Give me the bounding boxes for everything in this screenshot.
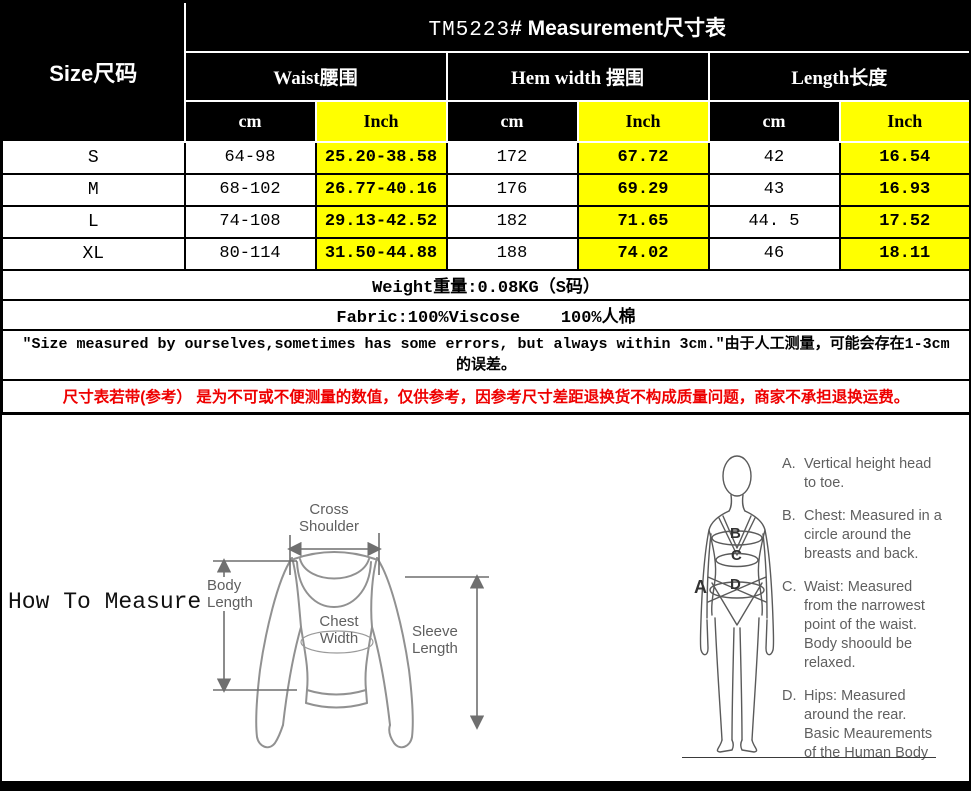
length-cm: 46 <box>707 236 841 271</box>
waist-inch: 26.77-40.16 <box>314 172 448 207</box>
annotation-a: A. Vertical height head to toe. <box>782 455 957 493</box>
annotation-b: B. Chest: Measured in a circle around th… <box>782 507 957 564</box>
figure-label-a: A <box>694 577 707 597</box>
figure-underline <box>682 757 936 758</box>
waist-cm: 80-114 <box>183 236 317 271</box>
hem-inch: 67.72 <box>576 140 710 175</box>
annotation-key: A. <box>782 456 796 472</box>
length-cm: 43 <box>707 172 841 207</box>
weight-note: Weight重量:0.08KG（S码） <box>0 268 971 301</box>
measurement-table: Size尺码 TM5223# Measurement尺寸表 Waist腰围 He… <box>0 0 971 415</box>
waist-cm: 64-98 <box>183 140 317 175</box>
size-label: S <box>0 140 186 175</box>
hem-cm: 176 <box>445 172 579 207</box>
length-group-header: Length长度 <box>707 50 971 102</box>
length-cm: 42 <box>707 140 841 175</box>
hem-cm: 182 <box>445 204 579 239</box>
table-title-row: Size尺码 TM5223# Measurement尺寸表 <box>0 0 971 143</box>
hem-inch: 69.29 <box>576 172 710 207</box>
unit-header-inch: Inch <box>576 99 710 143</box>
figure-label-c: C <box>731 547 742 564</box>
cross-shoulder-label: Cross Shoulder <box>282 501 376 535</box>
column-group-row: Waist腰围 Hem width 摆围 Length长度 <box>2 50 971 102</box>
figure-line-art <box>699 455 775 753</box>
annotation-text: Vertical height head to toe. <box>804 456 932 491</box>
size-label: M <box>0 172 186 207</box>
unit-header-inch: Inch <box>838 99 971 143</box>
length-cm: 44. 5 <box>707 204 841 239</box>
annotation-text: Hips: Measured around the rear. Basic Me… <box>804 688 933 761</box>
measure-error-row: ″Size measured by ourselves,sometimes ha… <box>0 328 971 381</box>
measure-annotations: A. Vertical height head to toe. B. Chest… <box>782 455 957 777</box>
figure-label-b: B <box>730 525 741 542</box>
size-label: L <box>0 204 186 239</box>
title-text: # Measurement尺寸表 <box>510 16 727 40</box>
model-number: TM5223 <box>428 18 511 42</box>
size-column-header: Size尺码 <box>0 0 186 143</box>
reference-disclaimer-row: 尺寸表若带(参考） 是为不可或不便测量的数值，仅供参考，因参考尺寸差距退换货不构… <box>0 378 971 415</box>
figure-label-d: D <box>730 576 741 593</box>
unit-header-cm: cm <box>183 99 317 143</box>
waist-inch: 29.13-42.52 <box>314 204 448 239</box>
waist-cm: 74-108 <box>183 204 317 239</box>
table-row-s: S 64-98 25.20-38.58 172 67.72 42 16.54 <box>0 140 971 175</box>
length-inch: 18.11 <box>838 236 971 271</box>
annotation-key: D. <box>782 688 797 704</box>
weight-row: Weight重量:0.08KG（S码） <box>0 268 971 301</box>
length-inch: 16.93 <box>838 172 971 207</box>
fabric-row: Fabric:100%Viscose 100%人棉 <box>0 298 971 331</box>
annotation-text: Waist: Measured from the narrowest point… <box>804 579 925 671</box>
length-inch: 17.52 <box>838 204 971 239</box>
unit-header-row: cm Inch cm Inch cm Inch <box>2 99 971 143</box>
hem-inch: 71.65 <box>576 204 710 239</box>
table-row-l: L 74-108 29.13-42.52 182 71.65 44. 5 17.… <box>0 204 971 239</box>
reference-disclaimer-note: 尺寸表若带(参考） 是为不可或不便测量的数值，仅供参考，因参考尺寸差距退换货不构… <box>0 378 971 415</box>
hem-inch: 74.02 <box>576 236 710 271</box>
annotation-d: D. Hips: Measured around the rear. Basic… <box>782 687 957 763</box>
measure-error-note: ″Size measured by ourselves,sometimes ha… <box>0 328 971 381</box>
unit-header-cm: cm <box>445 99 579 143</box>
body-figure-diagram: A B C D <box>690 450 785 760</box>
shirt-diagram: Cross Shoulder Body Length Chest Width S… <box>197 485 507 780</box>
waist-cm: 68-102 <box>183 172 317 207</box>
hem-width-group-header: Hem width 摆围 <box>445 50 710 102</box>
hem-cm: 172 <box>445 140 579 175</box>
fabric-note: Fabric:100%Viscose 100%人棉 <box>0 298 971 331</box>
annotation-c: C. Waist: Measured from the narrowest po… <box>782 578 957 673</box>
how-to-measure-section: How To Measure <box>0 415 971 781</box>
waist-inch: 31.50-44.88 <box>314 236 448 271</box>
table-row-xl: XL 80-114 31.50-44.88 188 74.02 46 18.11 <box>0 236 971 271</box>
length-inch: 16.54 <box>838 140 971 175</box>
table-row-m: M 68-102 26.77-40.16 176 69.29 43 16.93 <box>0 172 971 207</box>
hem-cm: 188 <box>445 236 579 271</box>
chest-width-label: Chest Width <box>319 613 359 647</box>
waist-group-header: Waist腰围 <box>183 50 448 102</box>
annotation-key: B. <box>782 508 796 524</box>
waist-inch: 25.20-38.58 <box>314 140 448 175</box>
sleeve-length-label: Sleeve Length <box>410 623 460 657</box>
bottom-border-bar <box>0 781 971 791</box>
unit-header-inch: Inch <box>314 99 448 143</box>
table-title: TM5223# Measurement尺寸表 <box>183 0 971 53</box>
annotation-key: C. <box>782 579 797 595</box>
how-to-measure-heading: How To Measure <box>8 589 202 615</box>
body-length-label: Body Length <box>205 577 255 611</box>
annotation-text: Chest: Measured in a circle around the b… <box>804 508 942 562</box>
unit-header-cm: cm <box>707 99 841 143</box>
size-label: XL <box>0 236 186 271</box>
